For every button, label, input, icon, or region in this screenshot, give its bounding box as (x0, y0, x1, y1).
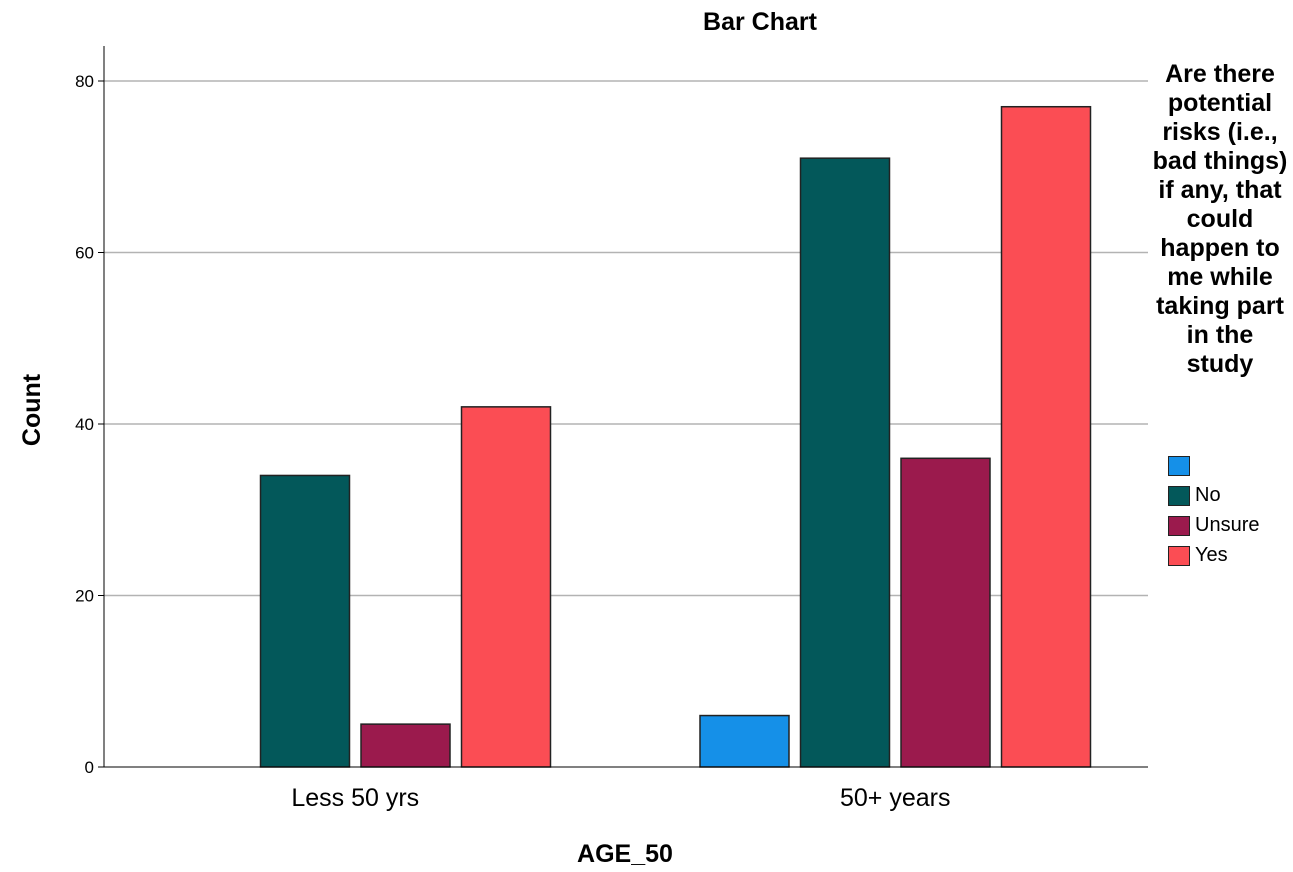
y-tick-label: 80 (75, 72, 94, 91)
legend-swatch (1168, 516, 1190, 536)
chart-title: Bar Chart (703, 8, 817, 36)
legend-swatch (1168, 456, 1190, 476)
x-axis-label: AGE_50 (577, 840, 673, 868)
bar (799, 157, 891, 768)
bar (900, 457, 991, 768)
y-axis-ticks: 0 20 40 60 80 (75, 72, 104, 777)
bar (1000, 105, 1092, 768)
x-tick-label: Less 50 yrs (291, 784, 419, 812)
y-axis-label: Count (18, 373, 46, 446)
legend-swatch (1168, 546, 1190, 566)
y-tick-label: 60 (75, 244, 94, 263)
y-tick-label: 0 (85, 758, 94, 777)
bar (699, 714, 790, 768)
legend-swatch (1168, 486, 1190, 506)
y-tick-label: 20 (75, 587, 94, 606)
bars (259, 105, 1092, 768)
bar (259, 474, 351, 768)
legend-label: No (1195, 484, 1221, 506)
legend-label: Yes (1195, 544, 1228, 566)
y-tick-label: 40 (75, 415, 94, 434)
bar (460, 406, 552, 768)
legend-title: Are there potential risks (i.e., bad thi… (1152, 60, 1288, 378)
x-tick-label: 50+ years (840, 784, 951, 812)
bar (360, 723, 451, 768)
axes (103, 46, 1148, 768)
x-axis-ticks: Less 50 yrs 50+ years (291, 784, 950, 812)
legend-label: Unsure (1195, 514, 1260, 536)
